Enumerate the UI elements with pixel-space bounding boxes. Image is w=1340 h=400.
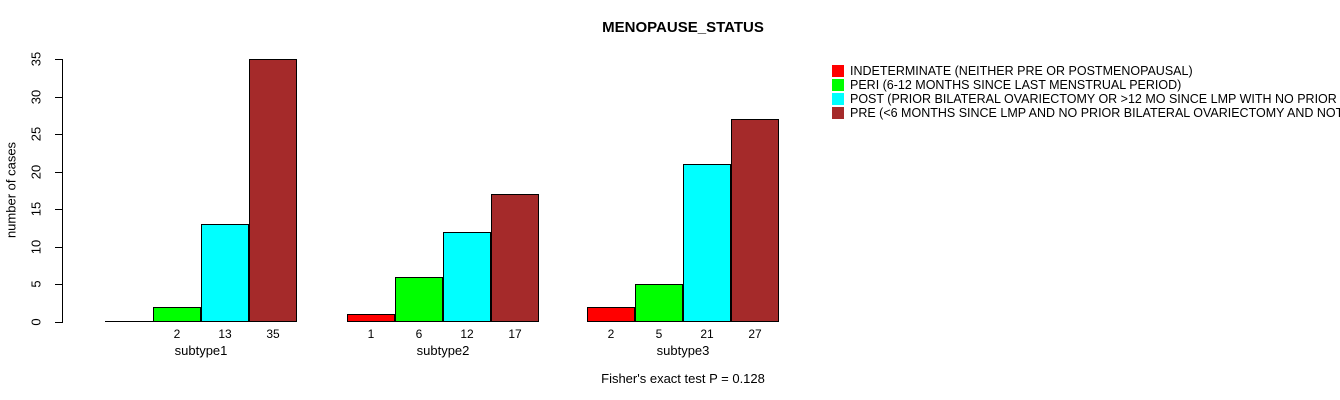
legend: INDETERMINATE (NEITHER PRE OR POSTMENOPA… <box>832 64 1340 120</box>
bar-value-label: 35 <box>266 327 280 341</box>
bar-value-label: 5 <box>655 327 663 341</box>
legend-label: PERI (6-12 MONTHS SINCE LAST MENSTRUAL P… <box>850 78 1182 92</box>
bar <box>443 232 491 322</box>
fisher-test-annotation: Fisher's exact test P = 0.128 <box>601 371 765 386</box>
legend-color-swatch <box>832 79 844 91</box>
legend-row: INDETERMINATE (NEITHER PRE OR POSTMENOPA… <box>832 64 1340 78</box>
y-tick-label: 0 <box>28 318 44 326</box>
bar <box>587 307 635 322</box>
bar <box>491 194 539 322</box>
y-tick <box>55 134 62 135</box>
y-tick-label: 25 <box>28 126 44 142</box>
y-tick-label: 30 <box>28 89 44 105</box>
bar <box>105 321 153 322</box>
y-tick <box>55 97 62 98</box>
y-tick <box>55 172 62 173</box>
legend-color-swatch <box>832 93 844 105</box>
y-tick <box>55 209 62 210</box>
legend-row: PRE (<6 MONTHS SINCE LMP AND NO PRIOR BI… <box>832 106 1340 120</box>
category-label: subtype1 <box>174 343 228 358</box>
y-tick-label: 10 <box>28 239 44 255</box>
bar-value-label: 2 <box>607 327 615 341</box>
bar-value-label: 1 <box>367 327 375 341</box>
chart-title: MENOPAUSE_STATUS <box>602 19 764 36</box>
bar-value-label: 6 <box>415 327 423 341</box>
legend-row: PERI (6-12 MONTHS SINCE LAST MENSTRUAL P… <box>832 78 1340 92</box>
bar <box>635 284 683 322</box>
bar <box>201 224 249 322</box>
y-tick-label: 35 <box>28 51 44 67</box>
bar-value-label: 21 <box>700 327 714 341</box>
bar-value-label: 27 <box>748 327 762 341</box>
bar <box>395 277 443 322</box>
y-tick <box>55 59 62 60</box>
bar-value-label: 13 <box>218 327 232 341</box>
bar-value-label: 2 <box>173 327 181 341</box>
bar-value-label: 12 <box>460 327 474 341</box>
legend-row: POST (PRIOR BILATERAL OVARIECTOMY OR >12… <box>832 92 1340 106</box>
y-axis-line <box>62 59 63 323</box>
category-label: subtype3 <box>656 343 710 358</box>
legend-label: POST (PRIOR BILATERAL OVARIECTOMY OR >12… <box>850 92 1340 106</box>
y-tick <box>55 284 62 285</box>
y-tick-label: 15 <box>28 201 44 217</box>
y-tick-label: 5 <box>28 280 44 288</box>
bar <box>347 314 395 322</box>
y-tick-label: 20 <box>28 164 44 180</box>
bar <box>731 119 779 322</box>
bar <box>153 307 201 322</box>
y-tick <box>55 247 62 248</box>
legend-label: INDETERMINATE (NEITHER PRE OR POSTMENOPA… <box>850 64 1193 78</box>
bar <box>249 59 297 322</box>
category-label: subtype2 <box>416 343 470 358</box>
legend-color-swatch <box>832 65 844 77</box>
legend-color-swatch <box>832 107 844 119</box>
legend-label: PRE (<6 MONTHS SINCE LMP AND NO PRIOR BI… <box>850 106 1340 120</box>
bar <box>683 164 731 322</box>
bar-value-label: 17 <box>508 327 522 341</box>
y-axis-label: number of cases <box>3 141 19 239</box>
y-tick <box>55 322 62 323</box>
